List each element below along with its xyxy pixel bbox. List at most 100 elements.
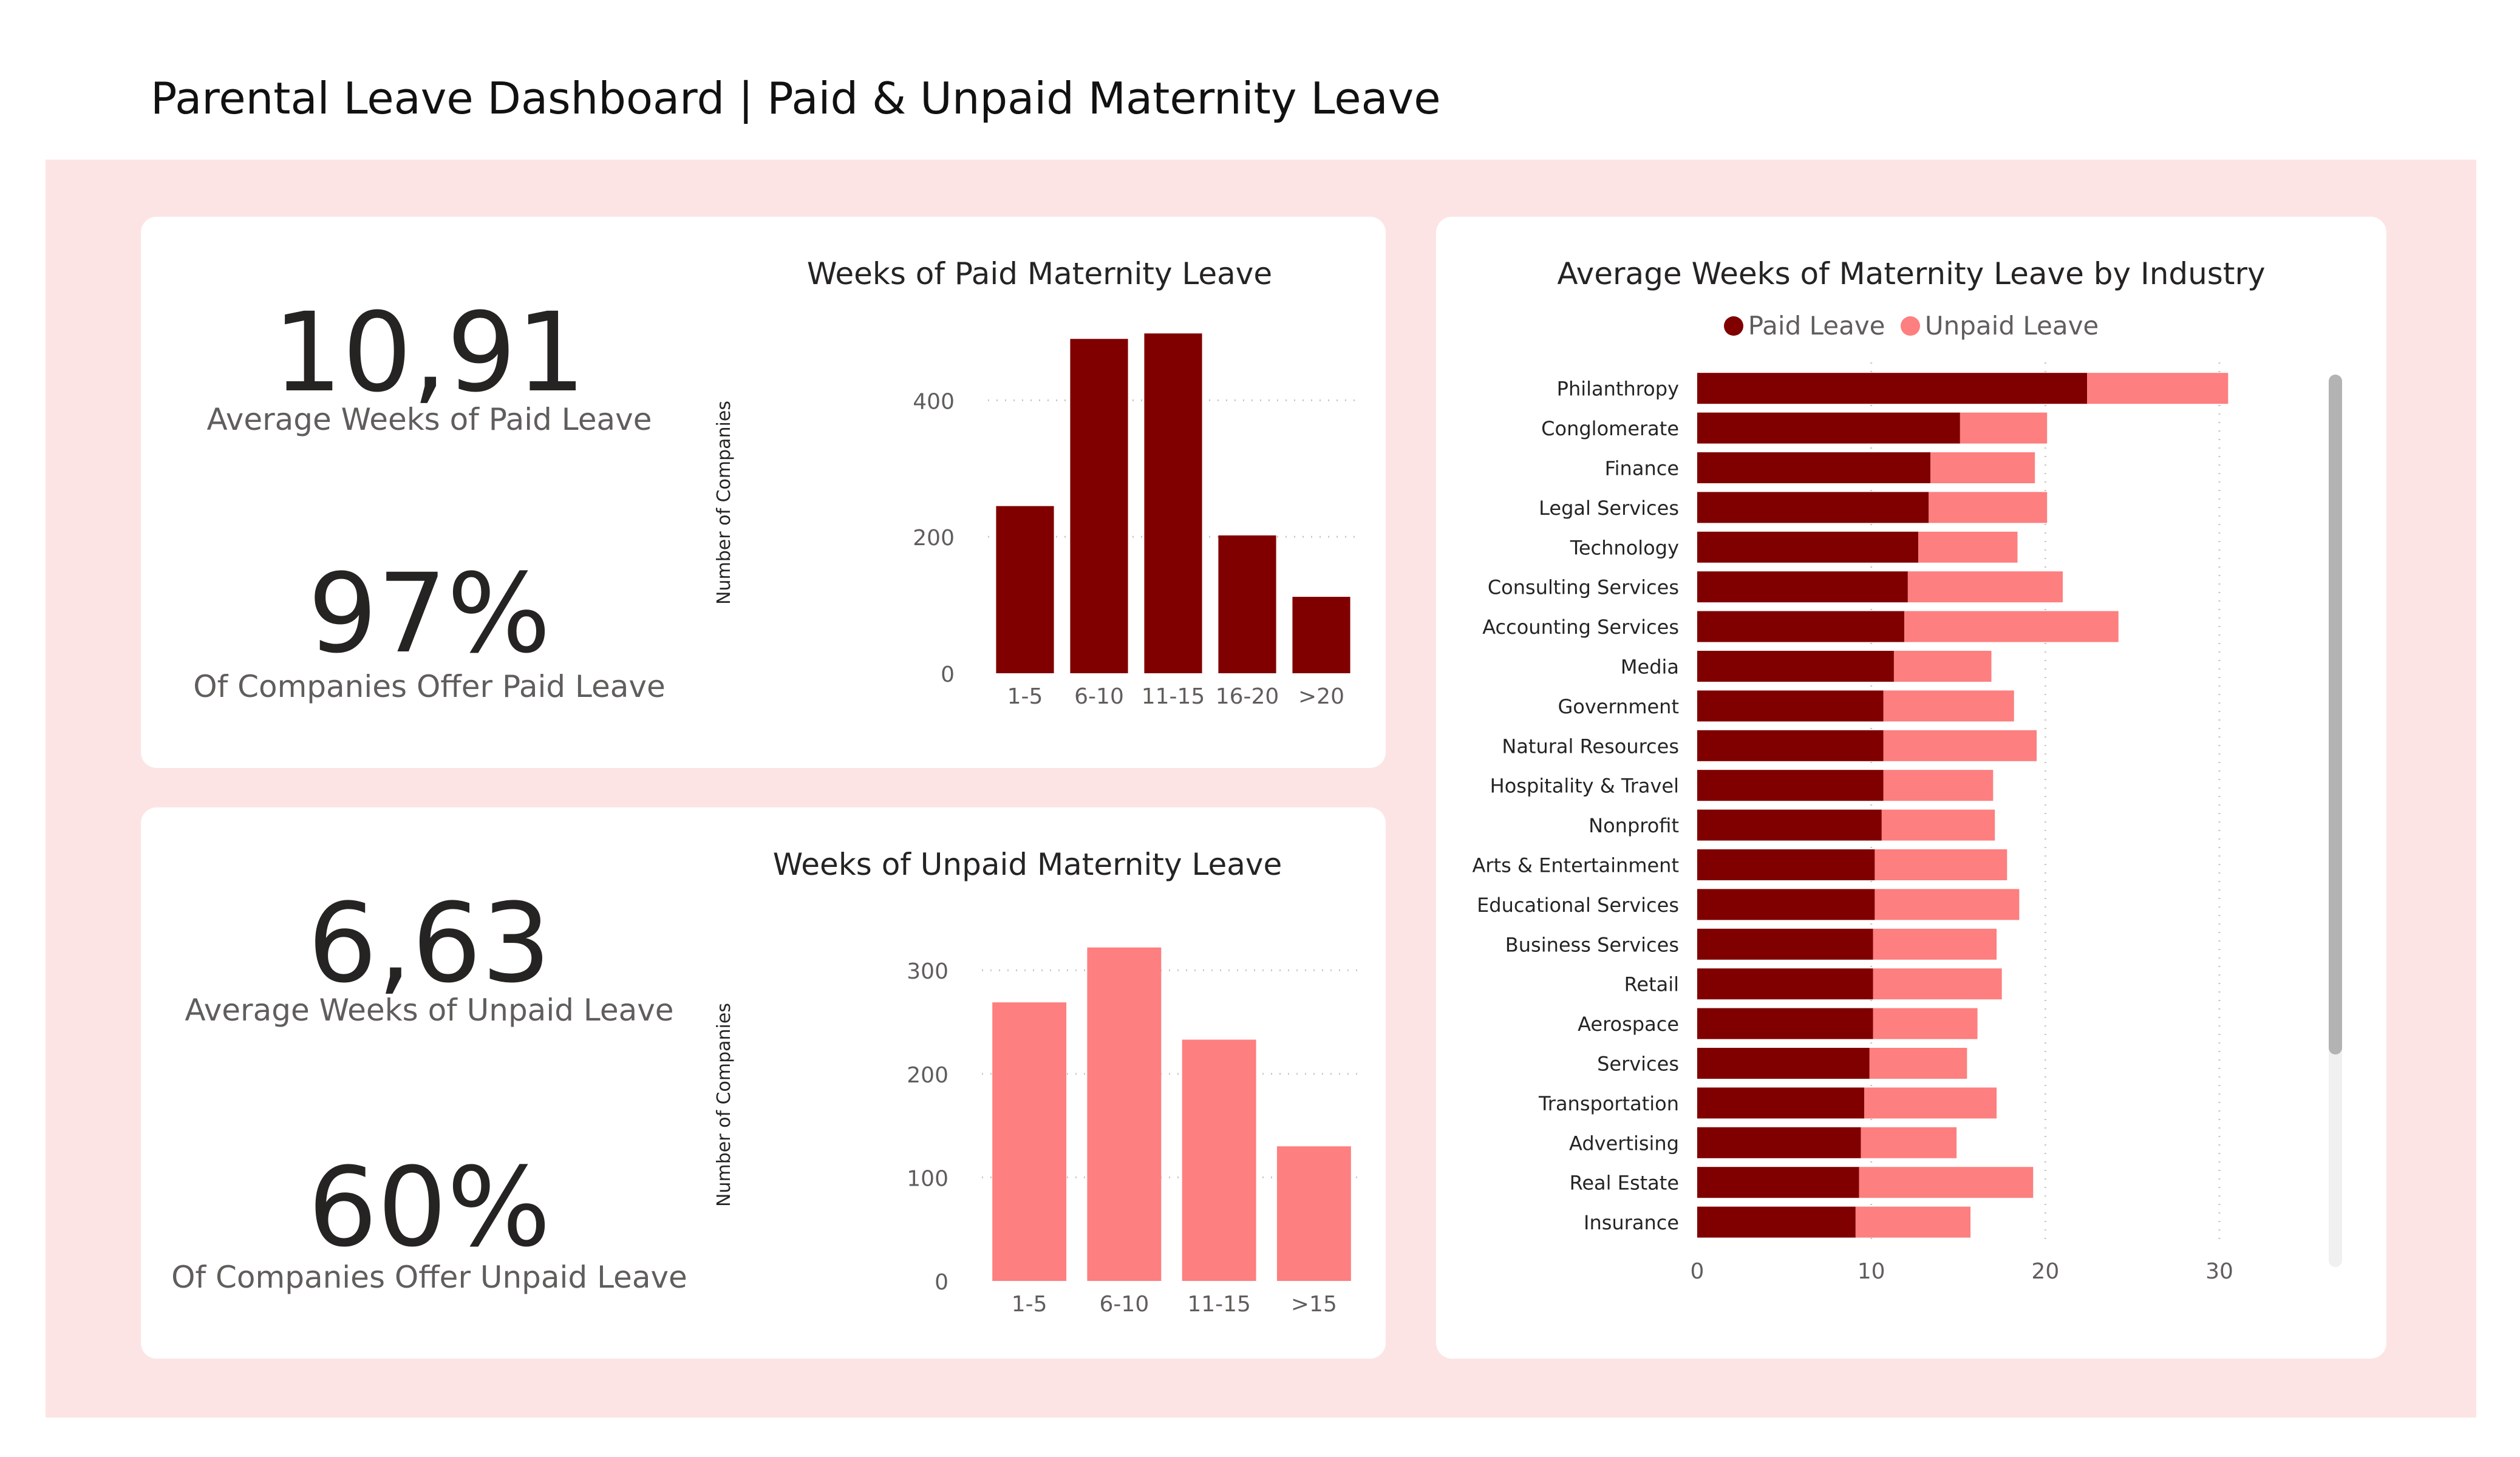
unpaid-ytick-label: 300: [907, 959, 948, 984]
industry-paid-bar: [1697, 373, 2088, 404]
industry-category-label: Hospitality & Travel: [1490, 775, 1679, 798]
paid-xtick-label: 16-20: [1216, 684, 1279, 709]
industry-xtick-label: 10: [1858, 1259, 1885, 1284]
industry-unpaid-bar: [1881, 809, 1995, 841]
industry-paid-bar: [1697, 611, 1905, 642]
industry-category-label: Advertising: [1569, 1132, 1679, 1155]
paid-bar: [1218, 535, 1276, 673]
industry-paid-bar: [1697, 889, 1875, 920]
industry-scrollbar-thumb[interactable]: [2329, 375, 2342, 1055]
unpaid-bar: [1276, 1146, 1351, 1281]
paid-avg-label: Average Weeks of Paid Leave: [206, 402, 652, 437]
industry-unpaid-bar: [1907, 571, 2063, 603]
industry-paid-bar: [1697, 1087, 1865, 1119]
legend-unpaid-swatch: [1900, 316, 1920, 336]
industry-category-label: Educational Services: [1477, 894, 1679, 917]
paid-bar: [1070, 339, 1128, 673]
paid-ylabel: Number of Companies: [713, 401, 735, 605]
industry-category-label: Aerospace: [1578, 1013, 1679, 1036]
paid-ytick-label: 400: [913, 389, 955, 414]
industry-paid-bar: [1697, 1206, 1856, 1238]
unpaid-xtick-label: 6-10: [1100, 1292, 1149, 1317]
industry-category-label: Government: [1558, 695, 1679, 718]
industry-category-label: Services: [1597, 1053, 1679, 1076]
paid-bar: [1144, 333, 1202, 673]
industry-paid-bar: [1697, 571, 1908, 603]
page-title: Parental Leave Dashboard | Paid & Unpaid…: [151, 73, 1441, 124]
unpaid-pct-value: 60%: [307, 1144, 551, 1271]
unpaid-avg-label: Average Weeks of Unpaid Leave: [185, 993, 674, 1028]
industry-category-label: Natural Resources: [1502, 735, 1679, 758]
industry-unpaid-bar: [1875, 849, 2007, 880]
paid-ytick-label: 200: [913, 526, 955, 551]
industry-paid-bar: [1697, 730, 1884, 761]
industry-paid-bar: [1697, 1127, 1861, 1158]
paid-avg-value: 10,91: [273, 290, 586, 416]
paid-xtick-label: 11-15: [1142, 684, 1205, 709]
legend-item-unpaid[interactable]: Unpaid Leave: [1900, 311, 2099, 341]
unpaid-bar: [1087, 947, 1162, 1281]
industry-unpaid-bar: [1960, 412, 2048, 444]
paid-xtick-label: 6-10: [1074, 684, 1124, 709]
paid-bar: [996, 506, 1054, 673]
industry-unpaid-bar: [1875, 889, 2020, 920]
legend-paid-swatch: [1723, 316, 1743, 336]
unpaid-pct-label: Of Companies Offer Unpaid Leave: [171, 1260, 687, 1295]
industry-unpaid-bar: [1861, 1127, 1957, 1158]
paid-xtick-label: >20: [1298, 684, 1344, 709]
industry-unpaid-bar: [1873, 968, 2002, 1000]
industry-unpaid-bar: [1873, 928, 1997, 960]
unpaid-bar: [1182, 1039, 1256, 1281]
paid-chart-title: Weeks of Paid Maternity Leave: [806, 256, 1273, 291]
unpaid-bar: [992, 1002, 1067, 1281]
industry-paid-bar: [1697, 1048, 1870, 1079]
industry-category-label: Conglomerate: [1541, 417, 1679, 440]
unpaid-ylabel: Number of Companies: [713, 1003, 735, 1207]
unpaid-xtick-label: >15: [1291, 1292, 1337, 1317]
industry-category-label: Transportation: [1538, 1092, 1679, 1115]
industry-unpaid-bar: [2087, 373, 2229, 404]
industry-xtick-label: 20: [2031, 1259, 2059, 1284]
industry-category-label: Consulting Services: [1488, 576, 1679, 599]
industry-unpaid-bar: [1929, 492, 2048, 523]
paid-leave-card: 10,91 Average Weeks of Paid Leave 97% Of…: [141, 217, 1386, 768]
paid-ytick-label: 0: [941, 662, 955, 687]
unpaid-weeks-chart: 0 100 200 300 Number of Companies 1-5 6-10 11-1…: [713, 947, 1361, 1317]
industry-unpaid-bar: [1864, 1087, 1997, 1119]
industry-unpaid-bar: [1883, 730, 2037, 761]
industry-paid-bar: [1697, 1008, 1873, 1039]
industry-category-label: Retail: [1624, 973, 1679, 996]
paid-weeks-chart: 0 200 400 Number of Companies 1-5 6-10 11-15 16…: [713, 333, 1358, 709]
industry-unpaid-bar: [1904, 611, 2119, 642]
legend-item-paid[interactable]: Paid Leave: [1723, 311, 1885, 341]
unpaid-leave-card: 6,63 Average Weeks of Unpaid Leave 60% O…: [141, 807, 1386, 1359]
industry-paid-bar: [1697, 770, 1884, 801]
industry-scrollbar[interactable]: [2329, 375, 2342, 1267]
industry-category-label: Finance: [1605, 457, 1679, 480]
unpaid-xtick-label: 1-5: [1012, 1292, 1047, 1317]
industry-category-label: Philanthropy: [1557, 378, 1679, 401]
industry-category-label: Accounting Services: [1482, 616, 1679, 639]
industry-unpaid-bar: [1893, 651, 1992, 682]
industry-paid-bar: [1697, 928, 1873, 960]
industry-category-label: Legal Services: [1539, 497, 1679, 520]
paid-xtick-label: 1-5: [1007, 684, 1043, 709]
unpaid-chart-title: Weeks of Unpaid Maternity Leave: [772, 847, 1282, 882]
industry-xtick-label: 30: [2205, 1259, 2233, 1284]
industry-category-label: Technology: [1570, 536, 1679, 559]
industry-category-label: Nonprofit: [1589, 814, 1679, 837]
paid-bar: [1292, 597, 1350, 673]
industry-paid-bar: [1697, 651, 1894, 682]
industry-category-label: Real Estate: [1570, 1172, 1679, 1195]
industry-paid-bar: [1697, 968, 1873, 1000]
industry-paid-bar: [1697, 809, 1882, 841]
industry-stacked-chart: 0 10 20 30 Philanthropy Conglomerate Finance Le…: [1473, 362, 2233, 1284]
industry-paid-bar: [1697, 531, 1919, 563]
industry-unpaid-bar: [1873, 1008, 1978, 1039]
industry-paid-bar: [1697, 492, 1929, 523]
unpaid-ytick-label: 200: [907, 1063, 948, 1088]
industry-leave-card: Average Weeks of Maternity Leave by Indu…: [1436, 217, 2386, 1359]
industry-category-label: Arts & Entertainment: [1473, 854, 1679, 877]
unpaid-xtick-label: 11-15: [1187, 1292, 1251, 1317]
industry-xtick-label: 0: [1691, 1259, 1704, 1284]
